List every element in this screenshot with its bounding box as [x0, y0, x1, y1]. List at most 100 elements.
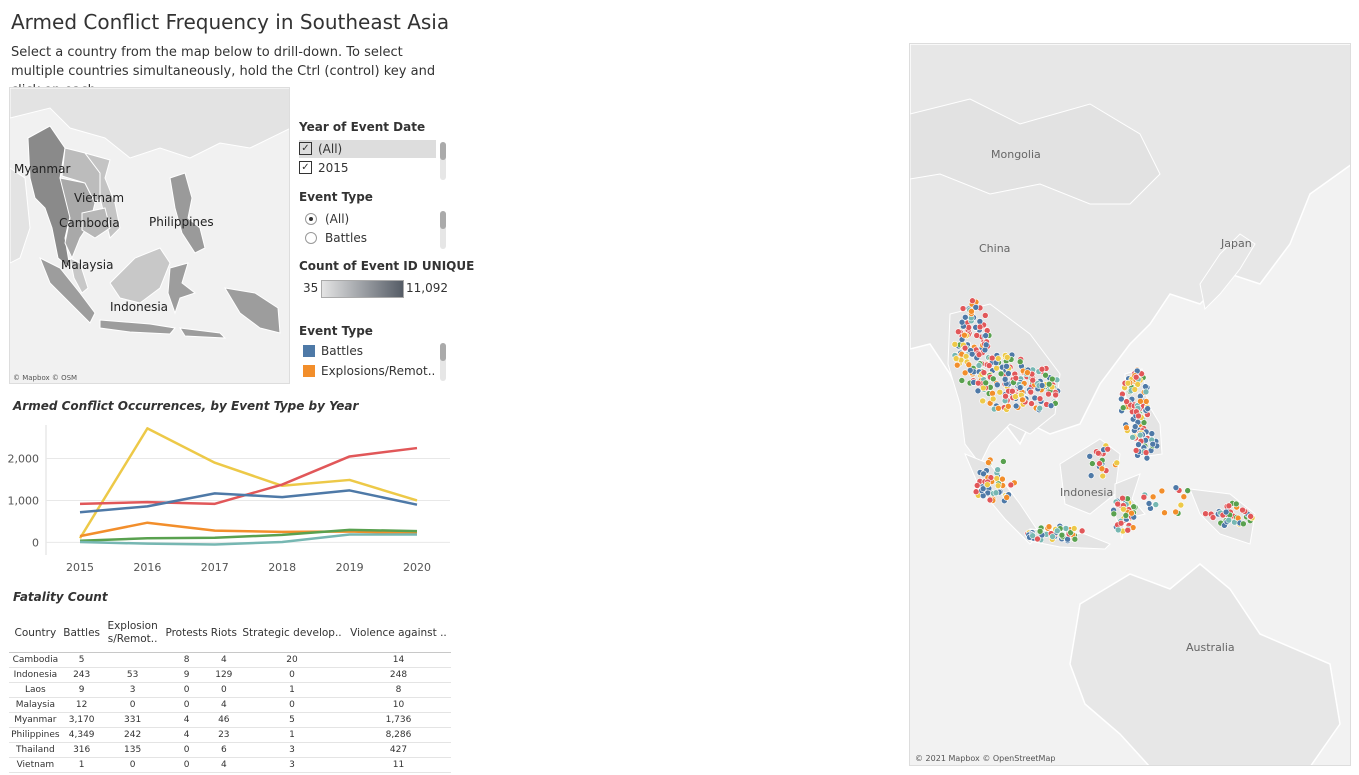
year-filter-item-all[interactable]: ✓ (All): [299, 140, 436, 158]
event-dot: [1177, 501, 1185, 509]
event-dot: [1131, 386, 1139, 393]
table-header-row: Country Battles Explosion s/Remot.. Protest…: [9, 614, 451, 653]
event-dot: [989, 390, 996, 397]
event-dot: [1128, 509, 1135, 517]
year-filter-scrollbar[interactable]: [440, 142, 446, 180]
event-dot: [994, 482, 1002, 489]
table-cell: 3: [238, 742, 346, 758]
event-dot: [1135, 441, 1142, 448]
column-header[interactable]: Country: [9, 614, 62, 653]
event-dot: [1149, 440, 1157, 448]
event-type-filter-title: Event Type: [299, 190, 373, 204]
year-filter-item-2015[interactable]: ✓ 2015: [299, 159, 349, 177]
line-chart[interactable]: 0 1,000 2,000 2015 2016 2017 2018 2019 2020: [0, 420, 455, 580]
event-dot: [1145, 500, 1153, 507]
column-header[interactable]: Explosion s/Remot..: [101, 614, 164, 653]
event-dot: [1038, 365, 1046, 373]
legend-item-battles[interactable]: Battles: [303, 342, 363, 360]
event-dot: [1001, 375, 1009, 383]
country-selection-map[interactable]: Myanmar Vietnam Cambodia Philippines Mal…: [9, 87, 290, 384]
column-header[interactable]: Violence against ..: [345, 614, 451, 653]
event-dot: [1142, 449, 1150, 456]
event-legend-scrollbar[interactable]: [440, 343, 446, 381]
checkbox-checked-icon[interactable]: ✓: [299, 161, 312, 174]
column-header[interactable]: Protests: [163, 614, 210, 653]
x-tick-label: 2019: [336, 561, 364, 574]
map-label-indonesia[interactable]: Indonesia: [110, 300, 169, 314]
event-dot: [1036, 404, 1044, 412]
event-dot: [1137, 397, 1144, 405]
big-map-label-mongolia: Mongolia: [991, 148, 1041, 161]
event-dot: [974, 387, 982, 395]
mini-map-credit: © Mapbox © OSM: [13, 374, 78, 382]
event-dot: [1047, 402, 1055, 409]
event-dot: [1142, 388, 1150, 396]
event-dot: [1016, 358, 1024, 366]
event-dot: [1202, 510, 1209, 518]
event-dot: [1009, 387, 1016, 395]
event-dot: [1225, 502, 1233, 510]
map-label-malaysia[interactable]: Malaysia: [61, 258, 114, 272]
event-dot: [1012, 374, 1020, 382]
legend-swatch: [303, 344, 315, 357]
map-label-cambodia[interactable]: Cambodia: [59, 216, 120, 230]
series-line: [79, 521, 418, 538]
map-label-vietnam[interactable]: Vietnam: [74, 191, 125, 205]
table-row: Laos 9 3 0 0 1 8: [9, 682, 451, 698]
event-dot: [961, 331, 968, 339]
map-label-myanmar[interactable]: Myanmar: [14, 162, 71, 176]
event-dot: [1078, 527, 1086, 535]
event-dot: [1012, 393, 1019, 400]
radio-selected-icon[interactable]: [305, 212, 317, 225]
event-dot: [1209, 514, 1217, 521]
event-dot: [1123, 424, 1130, 432]
event-dot: [1232, 500, 1240, 508]
table-cell: 9: [61, 682, 102, 698]
x-tick-label: 2015: [66, 561, 94, 574]
table-cell: 1: [238, 727, 346, 743]
event-dot: [965, 324, 973, 331]
event-dot: [955, 328, 962, 336]
column-header[interactable]: Strategic develop..: [238, 614, 346, 653]
table-row: Vietnam 1 0 0 4 3 11: [9, 757, 451, 773]
event-dot: [1002, 392, 1009, 400]
event-dot: [1095, 449, 1102, 457]
event-dot: [1180, 493, 1188, 500]
event-dot: [1132, 447, 1140, 454]
event-dot: [1134, 381, 1142, 388]
event-dot: [962, 313, 969, 321]
event-dot: [1144, 405, 1151, 412]
event-dot: [1045, 523, 1053, 530]
table-cell: Indonesia: [9, 667, 62, 683]
event-dot: [988, 354, 996, 362]
table-cell: 8: [163, 652, 210, 668]
table-cell: 316: [61, 742, 102, 758]
event-dot: [1019, 396, 1026, 404]
y-tick-label: 0: [32, 536, 39, 549]
radio-unselected-icon[interactable]: [305, 231, 317, 244]
event-dot: [961, 344, 969, 352]
table-cell: 3: [238, 757, 346, 773]
legend-item-explosions[interactable]: Explosions/Remot..: [303, 362, 435, 380]
event-dot: [1045, 390, 1052, 398]
event-dot: [973, 482, 981, 489]
map-label-philippines[interactable]: Philippines: [149, 215, 214, 229]
event-type-radio-scrollbar[interactable]: [440, 211, 446, 249]
event-type-radio-all[interactable]: (All): [305, 210, 349, 228]
event-dot: [975, 351, 983, 358]
table-cell: Cambodia: [9, 652, 62, 668]
checkbox-checked-icon[interactable]: ✓: [299, 142, 312, 155]
conflict-events-map[interactable]: Mongolia China Japan Indonesia Australia…: [909, 43, 1351, 766]
event-type-radio-battles[interactable]: Battles: [305, 229, 367, 247]
table-cell: 0: [163, 682, 210, 698]
event-dot: [1003, 354, 1011, 361]
event-dot: [993, 475, 1001, 482]
table-row: Philippines 4,349 242 4 23 1 8,286: [9, 727, 451, 743]
event-dot: [1120, 505, 1127, 513]
column-header[interactable]: Riots: [209, 614, 239, 653]
event-dot: [1132, 373, 1140, 381]
column-header[interactable]: Battles: [61, 614, 102, 653]
event-dots-layer: [951, 297, 1256, 544]
year-filter-title: Year of Event Date: [299, 120, 426, 134]
x-tick-label: 2016: [133, 561, 161, 574]
